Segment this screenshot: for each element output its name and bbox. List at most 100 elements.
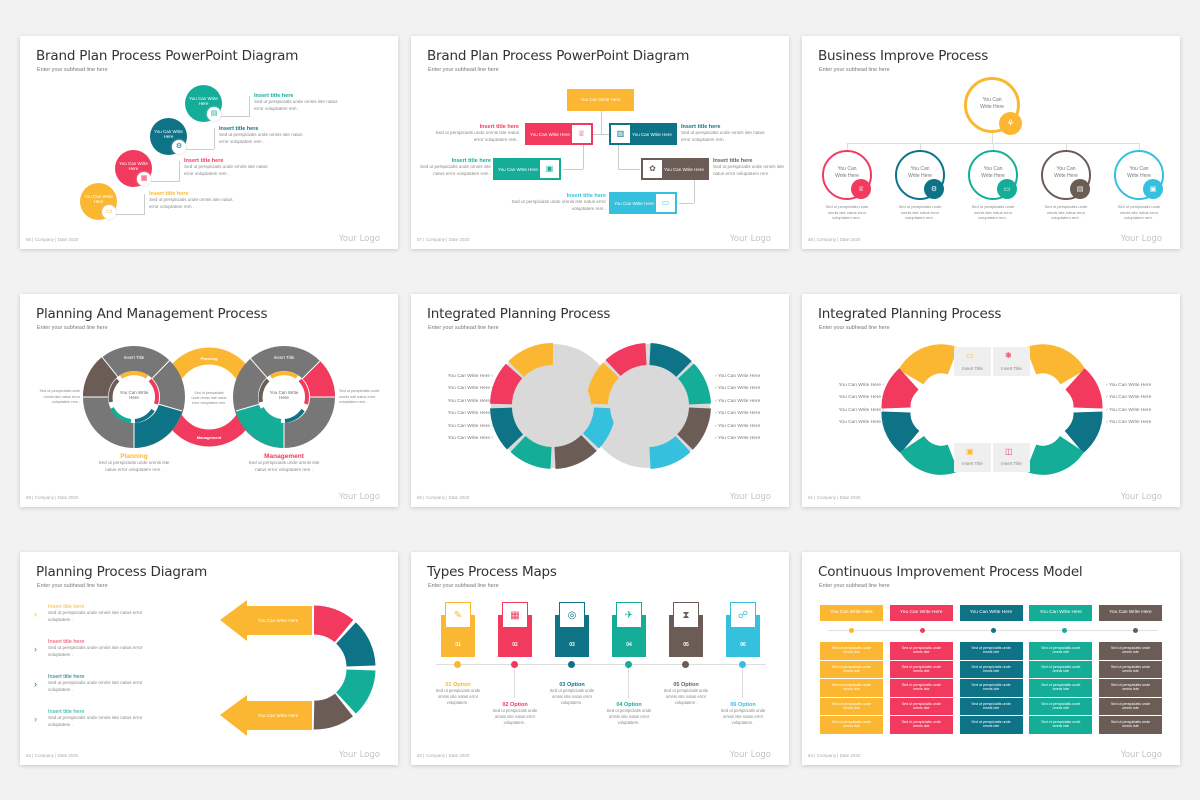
oval-segments-diagram (881, 344, 1103, 475)
segment-label: Insert Title (123, 355, 145, 360)
slide-59[interactable]: Planning And Management Process Enter yo… (20, 294, 398, 507)
connector (992, 133, 993, 144)
logo: Your Logo (338, 234, 380, 244)
list-item: › Insert title here Sed ut perspiciatis un… (34, 709, 143, 727)
gear-icon: ⚙ (172, 140, 186, 154)
table-cell: Sed ut perspiciatis unde omnis iste (1099, 679, 1162, 697)
board-icon: ▣ (1143, 179, 1163, 199)
list-item: › Insert title here Sed ut perspiciatis un… (34, 639, 143, 657)
slide-61[interactable]: Integrated Planning Process Enter your s… (802, 294, 1180, 507)
infinity-segments-diagram (490, 343, 711, 469)
list-item[interactable]: You Can Write Here ‹ (838, 383, 884, 388)
list-item[interactable]: You Can Write Here ‹ (447, 398, 493, 404)
circle-text-2: Sed ut perspiciatis unde omnis iste natu… (898, 204, 942, 220)
top-box: You Can Write Here (567, 89, 634, 111)
monitor-icon: ▭ (102, 205, 116, 219)
box-text-cyan: Insert title here Sed ut perspiciatis und… (511, 193, 606, 211)
slide-63[interactable]: Types Process Maps Enter your subhead li… (411, 552, 789, 765)
timeline-dot (1062, 628, 1067, 633)
connector (116, 214, 144, 215)
sale-icon: ▭ (656, 194, 675, 212)
list-item[interactable]: › You Can Write Here (715, 411, 761, 417)
list-item[interactable]: You Can Write Here ‹ (838, 407, 884, 413)
trophy-icon: ♕ (572, 125, 591, 143)
list-item[interactable]: You Can Write Here ‹ (838, 420, 884, 426)
list-item[interactable]: › You Can Write Here (1106, 395, 1152, 401)
column-header: You Can Write Here (820, 605, 883, 621)
list-item[interactable]: You Can Write Here ‹ (447, 435, 493, 441)
circle-2: You Can Write Here (895, 150, 945, 200)
items-list: › Insert title here Sed ut perspiciatis un… (34, 604, 164, 744)
connector (214, 128, 215, 149)
list-item[interactable]: › You Can Write Here (1106, 420, 1152, 426)
list-item[interactable]: › You Can Write Here (1106, 383, 1152, 388)
option-5: 05 Option Sed ut perspiciatis unde omnis … (663, 682, 709, 705)
table-cell: Sed ut perspiciatis unde omnis iste (1099, 716, 1162, 734)
list-item: › Insert title here Sed ut perspiciatis un… (34, 604, 143, 622)
slide-58[interactable]: Business Improve Process Enter your subh… (802, 36, 1180, 249)
team-icon: ☍ (730, 602, 756, 628)
table-cell: Sed ut perspiciatis unde omnis iste (889, 660, 953, 678)
slide-footer: 64 | Company | Date 2020 (808, 753, 861, 758)
connector (186, 149, 214, 150)
slide-62[interactable]: Planning Process Diagram Enter your subh… (20, 552, 398, 765)
list-item[interactable]: › You Can Write Here (715, 435, 761, 441)
slide-56[interactable]: Brand Plan Process PowerPoint Diagram En… (20, 36, 398, 249)
box-cyan: You Can Write Here ▭ (609, 192, 677, 214)
column-green: Sed ut perspiciatis unde omnis iste Sed … (1029, 642, 1093, 735)
brain-icon: ✿ (643, 160, 662, 178)
table-cell: Sed ut perspiciatis unde omnis iste (1029, 697, 1093, 715)
table-cell: Sed ut perspiciatis unde omnis iste (1099, 697, 1162, 715)
slide-60[interactable]: Integrated Planning Process Enter your s… (411, 294, 789, 507)
table-cell: Sed ut perspiciatis unde omnis iste (1099, 642, 1162, 660)
molecule-icon: ❃ (1005, 351, 1012, 360)
document-icon: ▤ (1070, 179, 1090, 199)
slide-subhead: Enter your subhead line here (37, 325, 108, 331)
slide-subhead: Enter your subhead line here (428, 67, 499, 73)
presentation-icon: ▦ (137, 172, 151, 186)
connector (583, 145, 584, 169)
list-item[interactable]: › You Can Write Here (715, 386, 761, 392)
sale-icon: ▭ (997, 179, 1017, 199)
column-teal: Sed ut perspiciatis unde omnis iste Sed … (959, 642, 1023, 735)
infinity-puzzle-diagram (82, 346, 335, 448)
list-item[interactable]: You Can Write Here ‹ (447, 374, 493, 379)
tile-label: Insert Title (962, 366, 983, 371)
slide-footer: 62 | Company | Date 2020 (26, 753, 79, 758)
list-item[interactable]: › You Can Write Here (1106, 407, 1152, 413)
gear-icon: ⚙ (924, 179, 944, 199)
slide-title: Planning And Management Process (36, 306, 268, 322)
list-item[interactable]: You Can Write Here ‹ (447, 423, 493, 429)
center-right-label: You Can Write Here (269, 390, 299, 400)
slide-subhead: Enter your subhead line here (37, 583, 108, 589)
box-brown: ✿ You Can Write Here (641, 158, 709, 180)
tile-label: Insert Title (1001, 366, 1022, 371)
slide-footer: 61 | Company | Date 2020 (808, 495, 861, 500)
logo: Your Logo (1120, 750, 1162, 760)
table-cell: Sed ut perspiciatis unde omnis iste (1029, 642, 1093, 660)
ring-management-label: Management (196, 435, 222, 440)
target-icon: ◎ (559, 602, 585, 628)
step-text-1: Insert title here Sed ut perspiciatis und… (149, 191, 233, 209)
connector (563, 169, 583, 170)
timeline-dot (991, 628, 996, 633)
list-item[interactable]: You Can Write Here ‹ (447, 386, 493, 392)
list-item[interactable]: › You Can Write Here (715, 423, 761, 429)
chart-icon: ▥ (611, 125, 630, 143)
table-cell: Sed ut perspiciatis unde omnis iste (959, 716, 1023, 734)
right-list: › You Can Write Here › You Can Write Her… (715, 374, 783, 448)
slide-57[interactable]: Brand Plan Process PowerPoint Diagram En… (411, 36, 789, 249)
column-header: You Can Write Here (889, 605, 953, 621)
management-block: Management Sed ut perspiciatis unde omnis… (248, 453, 320, 472)
slide-64[interactable]: Continuous Improvement Process Model Ent… (802, 552, 1180, 765)
list-item[interactable]: You Can Write Here ‹ (447, 411, 493, 417)
table-cell: Sed ut perspiciatis unde omnis iste (1099, 660, 1162, 678)
list-item[interactable]: › You Can Write Here (715, 374, 761, 379)
list-item[interactable]: › You Can Write Here (715, 398, 761, 404)
slide-title: Business Improve Process (818, 48, 989, 64)
list-item[interactable]: You Can Write Here ‹ (838, 395, 884, 401)
slide-footer: 56 | Company | Date 2020 (26, 237, 79, 242)
timeline-dot (920, 628, 925, 633)
top-circle: You Can Write Here (964, 77, 1020, 133)
slide-title: Planning Process Diagram (36, 564, 208, 580)
